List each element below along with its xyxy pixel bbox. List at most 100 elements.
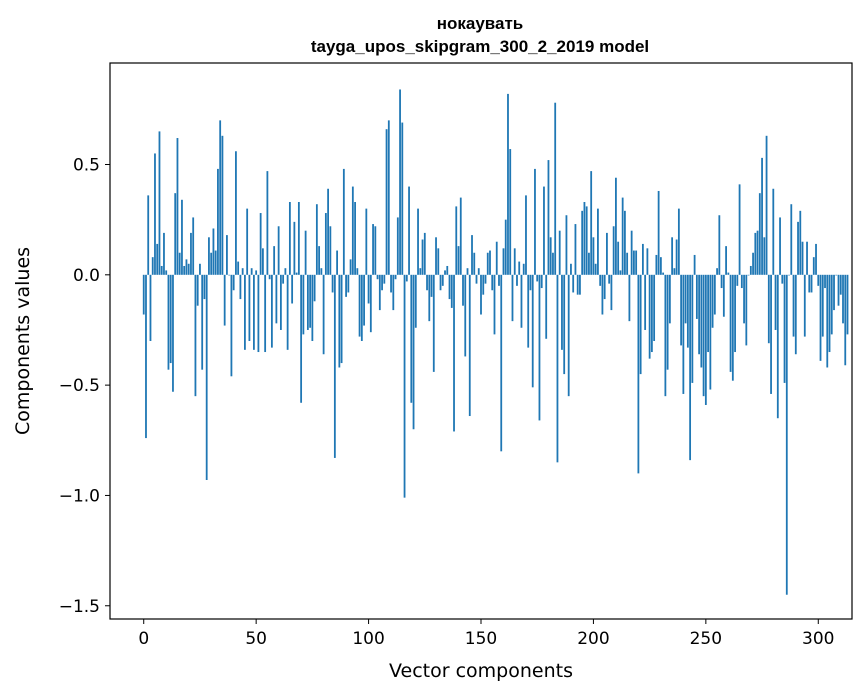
bar-component-124 — [421, 239, 424, 275]
bar-component-212 — [619, 270, 622, 275]
bar-component-106 — [381, 274, 383, 291]
bar-component-71 — [302, 274, 305, 335]
bar-component-80 — [322, 274, 325, 355]
bar-component-227 — [653, 274, 656, 341]
bar-component-266 — [740, 274, 743, 289]
bar-component-27 — [203, 274, 206, 300]
bar-component-197 — [585, 206, 588, 275]
y-tick-label: −0.5 — [59, 376, 100, 396]
bar-component-192 — [574, 224, 577, 275]
bar-component-218 — [633, 250, 635, 275]
bar-component-31 — [212, 228, 215, 275]
bar-component-70 — [300, 274, 303, 403]
bar-component-111 — [392, 274, 395, 311]
bar-component-83 — [329, 226, 332, 275]
bar-component-37 — [226, 235, 228, 275]
bar-component-62 — [282, 274, 285, 284]
bar-component-312 — [844, 274, 847, 366]
bar-component-89 — [342, 168, 345, 275]
bar-component-169 — [522, 263, 525, 275]
bar-component-215 — [626, 252, 629, 275]
x-axis-label: Vector components — [389, 660, 573, 682]
bar-component-240 — [682, 274, 685, 394]
bar-component-136 — [448, 274, 451, 300]
bar-component-86 — [336, 250, 338, 275]
bar-component-245 — [693, 254, 696, 275]
bar-component-107 — [383, 274, 386, 284]
bar-component-231 — [662, 272, 665, 275]
bar-component-293 — [801, 241, 804, 275]
bar-component-200 — [592, 237, 595, 275]
bar-component-132 — [439, 274, 442, 291]
bar-component-185 — [558, 230, 561, 275]
bar-component-292 — [799, 210, 802, 275]
bar-component-59 — [275, 274, 278, 324]
bar-component-180 — [547, 160, 550, 275]
bar-component-283 — [779, 217, 781, 275]
bar-component-159 — [500, 274, 503, 452]
bar-component-273 — [756, 230, 759, 275]
bar-component-157 — [495, 241, 498, 275]
bar-component-112 — [394, 274, 397, 280]
bar-component-270 — [749, 265, 752, 275]
bar-component-7 — [158, 131, 161, 275]
y-tick-label: −1.5 — [59, 597, 100, 617]
bar-component-127 — [428, 274, 431, 322]
bar-component-278 — [767, 274, 770, 344]
bar-component-151 — [482, 274, 485, 295]
bar-component-213 — [621, 197, 624, 275]
bar-component-229 — [657, 190, 660, 275]
bar-component-123 — [419, 268, 422, 275]
bar-component-20 — [187, 263, 190, 275]
bar-component-259 — [725, 246, 727, 275]
bar-component-239 — [680, 274, 683, 346]
bar-component-74 — [309, 274, 312, 328]
bar-component-250 — [704, 274, 707, 405]
bar-component-205 — [603, 274, 606, 300]
bar-component-146 — [471, 235, 473, 275]
bar-component-191 — [572, 274, 575, 293]
bar-component-78 — [318, 246, 321, 275]
bar-component-256 — [718, 215, 721, 275]
bar-component-257 — [720, 274, 723, 289]
bar-component-307 — [833, 274, 835, 311]
bar-component-126 — [426, 274, 428, 291]
bar-component-173 — [531, 274, 534, 388]
bar-component-276 — [763, 237, 766, 275]
bar-component-153 — [486, 252, 489, 275]
bar-component-288 — [790, 204, 793, 275]
bar-component-152 — [484, 274, 487, 284]
bar-component-290 — [794, 274, 797, 355]
bar-component-122 — [417, 208, 419, 275]
bar-component-109 — [387, 120, 390, 275]
bar-component-202 — [597, 208, 599, 275]
bar-component-214 — [624, 210, 626, 275]
bar-component-139 — [455, 206, 458, 275]
bar-component-113 — [396, 217, 399, 275]
bar-component-54 — [264, 274, 267, 353]
bar-component-198 — [588, 252, 590, 275]
bar-component-19 — [185, 259, 188, 275]
bar-component-296 — [808, 274, 811, 293]
bar-component-46 — [246, 208, 249, 275]
bar-component-12 — [169, 274, 172, 364]
bar-component-253 — [711, 274, 714, 328]
bar-component-36 — [223, 274, 226, 326]
bar-component-128 — [430, 274, 433, 297]
bar-component-187 — [563, 274, 566, 375]
bar-component-235 — [671, 237, 674, 275]
bar-component-38 — [228, 274, 231, 276]
bar-component-195 — [581, 210, 584, 275]
x-tick-label: 300 — [802, 629, 834, 649]
bar-component-69 — [297, 202, 300, 275]
bar-component-172 — [529, 274, 532, 291]
bar-component-228 — [655, 254, 658, 275]
bar-component-171 — [527, 274, 530, 348]
bar-component-300 — [817, 274, 820, 286]
bar-component-251 — [707, 274, 709, 353]
bar-component-25 — [199, 263, 201, 275]
bar-component-79 — [320, 268, 323, 275]
bar-component-275 — [761, 157, 763, 275]
bar-component-22 — [192, 217, 195, 275]
